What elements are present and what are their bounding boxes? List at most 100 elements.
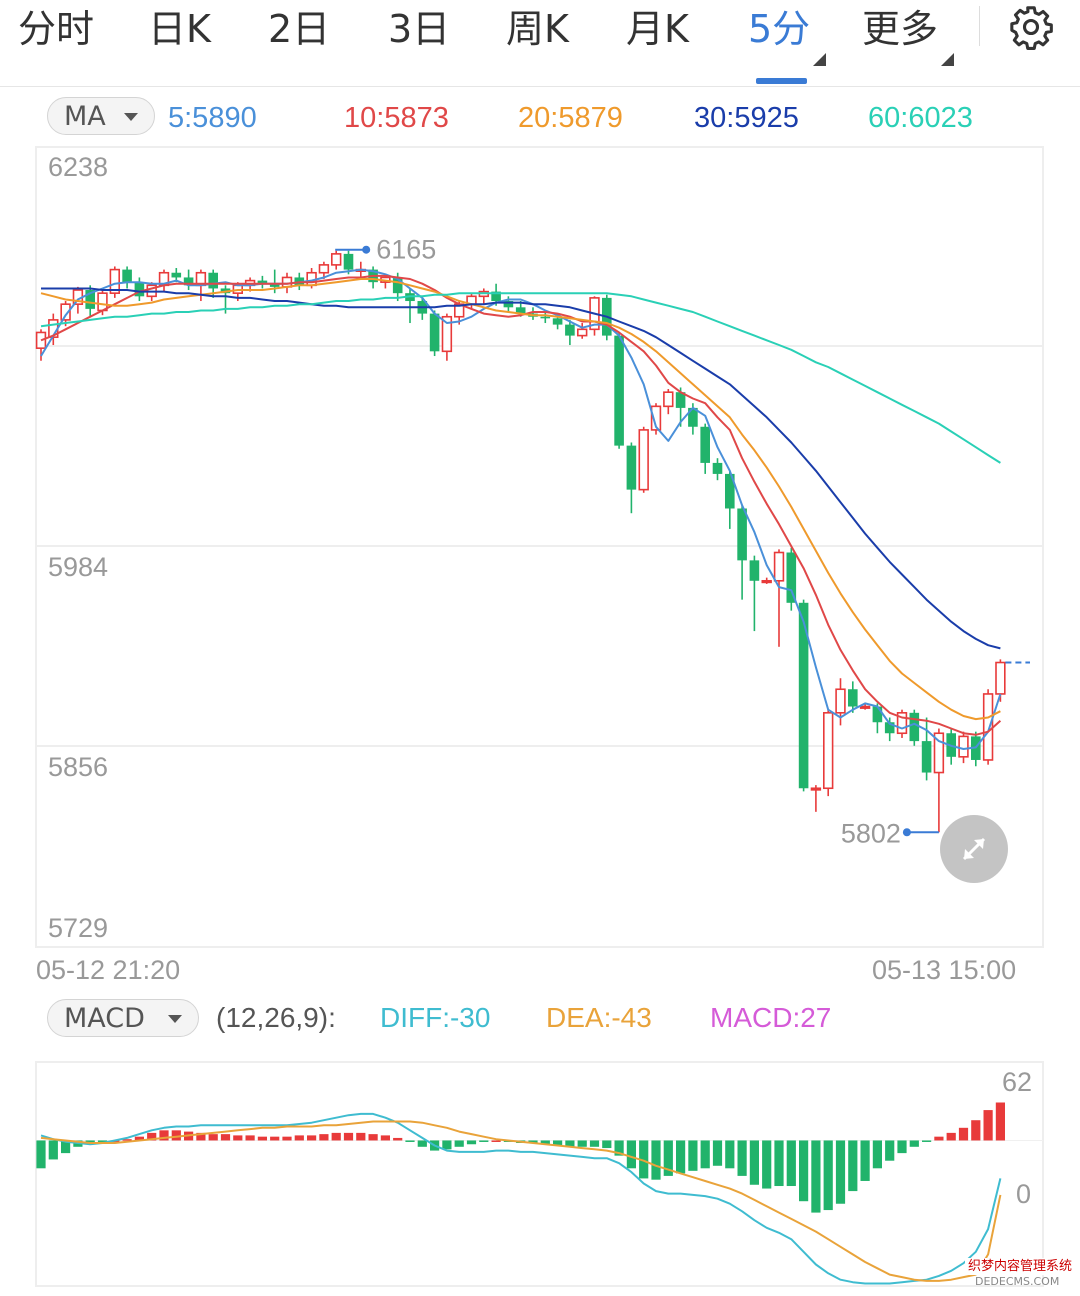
candle-body xyxy=(626,445,637,490)
tab-3-day[interactable]: 3日 xyxy=(388,7,451,51)
macd-bar xyxy=(983,1110,993,1141)
candle-body xyxy=(343,253,354,270)
min-marker-dot xyxy=(902,828,911,837)
watermark-text: 织梦内容管理系统 xyxy=(965,1258,1076,1275)
macd-bar xyxy=(85,1140,95,1143)
macd-bar xyxy=(626,1140,636,1169)
candle-body xyxy=(122,269,132,283)
max-marker-dot xyxy=(362,245,371,254)
macd-bar xyxy=(171,1130,181,1141)
macd-value: MACD:27 xyxy=(710,1002,832,1033)
macd-bar xyxy=(688,1140,698,1171)
candlestick-chart[interactable]: 6165 5802 xyxy=(0,0,1080,960)
macd-bar xyxy=(454,1140,464,1147)
candle-body xyxy=(725,473,735,509)
macd-bar xyxy=(922,1140,932,1142)
candle-body xyxy=(663,391,674,408)
ma5-line xyxy=(40,268,1002,750)
max-price-label: 6165 xyxy=(376,235,436,265)
candle-body xyxy=(60,303,71,321)
tab-5-minute-label: 5分 xyxy=(748,7,811,51)
price-tick-5984: 5984 xyxy=(48,552,109,582)
macd-histogram xyxy=(36,1102,1043,1213)
candle-body xyxy=(786,552,797,603)
candle-body xyxy=(761,579,772,584)
tab-more[interactable]: 更多 xyxy=(862,6,955,66)
candle-body xyxy=(859,705,871,709)
candle-body xyxy=(688,407,698,427)
candle-body xyxy=(429,313,440,352)
macd-bar xyxy=(393,1137,403,1141)
candle-body xyxy=(552,318,563,325)
ma60-value: 60:6023 xyxy=(868,102,973,134)
candle-body xyxy=(712,462,723,474)
tab-daily-k[interactable]: 日K xyxy=(148,7,211,51)
candle-body xyxy=(822,712,834,790)
period-tab-bar: 分时 日K 2日 3日 周K 月K 5分 更多 xyxy=(0,0,1080,87)
fullscreen-expand-button[interactable] xyxy=(940,815,1008,883)
macd-bar xyxy=(811,1140,821,1213)
dropdown-triangle-icon xyxy=(941,53,955,66)
candle-body xyxy=(650,405,662,431)
macd-bar xyxy=(233,1135,243,1141)
tab-5-minute[interactable]: 5分 xyxy=(748,6,827,66)
macd-bar xyxy=(319,1134,329,1141)
macd-bar xyxy=(368,1134,378,1141)
macd-bar xyxy=(270,1136,280,1141)
candle-body xyxy=(675,392,686,408)
candle-body xyxy=(503,301,514,308)
min-price-label: 5802 xyxy=(841,818,901,848)
macd-bar xyxy=(602,1140,612,1149)
macd-bar xyxy=(565,1140,575,1147)
macd-bar xyxy=(540,1140,550,1145)
macd-bar xyxy=(122,1139,132,1141)
candle-body xyxy=(171,272,182,278)
max-leader-line xyxy=(335,248,367,251)
price-tick-6238: 6238 xyxy=(48,152,109,182)
tab-weekly-k[interactable]: 周K xyxy=(506,7,569,51)
macd-bar xyxy=(725,1140,735,1169)
time-axis-end: 05-13 15:00 xyxy=(872,955,1017,985)
candle-body xyxy=(737,508,747,561)
macd-bar xyxy=(97,1140,108,1142)
macd-bar xyxy=(48,1140,58,1160)
candle-body xyxy=(515,307,526,314)
macd-bar xyxy=(417,1140,427,1147)
macd-bar xyxy=(307,1135,317,1141)
gear-icon[interactable] xyxy=(1008,4,1054,50)
candle-body xyxy=(884,722,895,734)
macd-bar xyxy=(786,1140,796,1187)
candle-body xyxy=(441,315,453,353)
candle-body xyxy=(183,277,194,286)
macd-indicator-selector[interactable]: MACD xyxy=(47,999,199,1037)
candle-body xyxy=(134,282,145,297)
candle-body xyxy=(392,277,403,294)
ma30-line xyxy=(41,287,1001,650)
macd-bar xyxy=(934,1136,944,1141)
macd-bar xyxy=(479,1140,489,1142)
tab-2-day[interactable]: 2日 xyxy=(268,7,331,51)
macd-bar xyxy=(553,1140,563,1146)
macd-bar xyxy=(528,1140,538,1143)
ma-indicator-selector[interactable]: MA xyxy=(47,97,155,135)
candle-body xyxy=(269,283,280,287)
macd-bar xyxy=(897,1140,907,1154)
macd-bar xyxy=(356,1132,366,1141)
tab-intraday[interactable]: 分时 xyxy=(18,7,95,51)
candle-body xyxy=(896,712,908,735)
caret-down-icon xyxy=(168,1015,182,1023)
macd-bar xyxy=(61,1140,71,1154)
tab-monthly-k[interactable]: 月K xyxy=(626,7,689,51)
candle-body xyxy=(318,264,330,274)
macd-bar xyxy=(589,1140,600,1147)
ma10-value: 10:5873 xyxy=(344,102,449,134)
macd-bar xyxy=(294,1135,304,1141)
macd-bar xyxy=(343,1132,354,1141)
macd-bar xyxy=(872,1140,882,1169)
divider xyxy=(979,6,980,46)
macd-bar xyxy=(208,1134,218,1141)
diff-line xyxy=(40,1112,1002,1285)
macd-bar xyxy=(676,1140,686,1174)
macd-bar xyxy=(134,1136,144,1141)
